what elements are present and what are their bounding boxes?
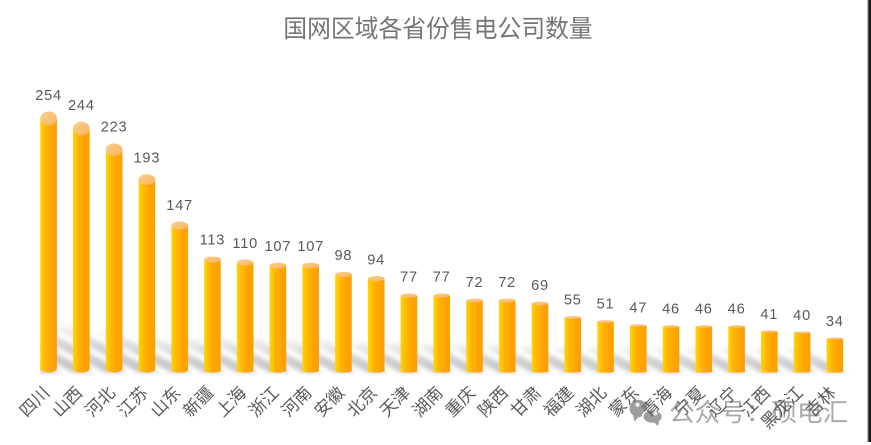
svg-text:69: 69 — [531, 278, 549, 294]
svg-text:46: 46 — [695, 302, 713, 318]
svg-text:110: 110 — [232, 236, 258, 252]
svg-text:147: 147 — [166, 198, 193, 214]
svg-text:113: 113 — [200, 233, 226, 249]
svg-text:51: 51 — [597, 297, 615, 313]
svg-text:34: 34 — [826, 314, 844, 330]
svg-text:193: 193 — [134, 151, 161, 167]
svg-text:77: 77 — [433, 270, 451, 286]
svg-text:107: 107 — [297, 239, 324, 255]
svg-text:47: 47 — [629, 301, 647, 317]
svg-text:72: 72 — [498, 275, 516, 291]
svg-text:254: 254 — [35, 88, 62, 104]
svg-text:223: 223 — [101, 120, 128, 136]
svg-text:107: 107 — [265, 239, 292, 255]
svg-text:41: 41 — [760, 307, 778, 323]
svg-text:46: 46 — [662, 302, 680, 318]
svg-text:46: 46 — [728, 302, 746, 318]
svg-text:98: 98 — [334, 248, 352, 264]
svg-text:244: 244 — [68, 98, 95, 114]
svg-text:40: 40 — [793, 308, 811, 324]
svg-text:77: 77 — [400, 270, 418, 286]
svg-text:94: 94 — [367, 252, 385, 268]
svg-text:72: 72 — [466, 275, 484, 291]
svg-text:55: 55 — [564, 292, 582, 308]
